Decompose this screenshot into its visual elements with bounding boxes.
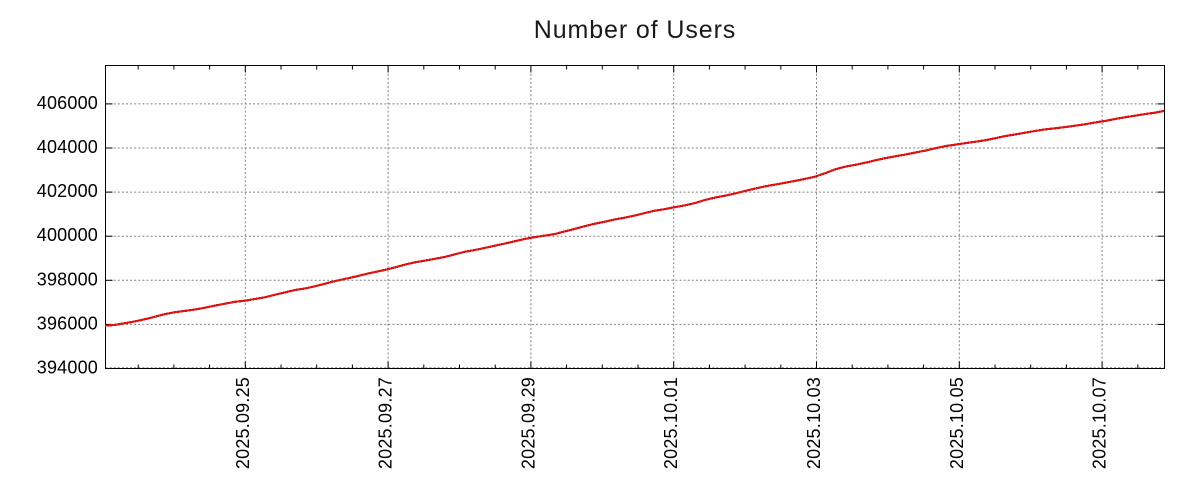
svg-text:406000: 406000: [37, 93, 98, 113]
svg-text:2025.10.01: 2025.10.01: [661, 377, 681, 469]
svg-text:2025.09.29: 2025.09.29: [518, 377, 538, 469]
svg-text:402000: 402000: [37, 181, 98, 201]
svg-text:Number of Users: Number of Users: [534, 16, 736, 44]
svg-text:2025.10.03: 2025.10.03: [804, 377, 824, 469]
svg-text:2025.09.25: 2025.09.25: [233, 377, 253, 469]
svg-text:398000: 398000: [37, 269, 98, 289]
svg-text:400000: 400000: [37, 225, 98, 245]
svg-text:2025.10.07: 2025.10.07: [1090, 377, 1110, 469]
svg-text:2025.09.27: 2025.09.27: [376, 377, 396, 469]
svg-text:404000: 404000: [37, 137, 98, 157]
svg-text:396000: 396000: [37, 313, 98, 333]
svg-text:2025.10.05: 2025.10.05: [947, 377, 967, 469]
svg-text:394000: 394000: [37, 358, 98, 378]
